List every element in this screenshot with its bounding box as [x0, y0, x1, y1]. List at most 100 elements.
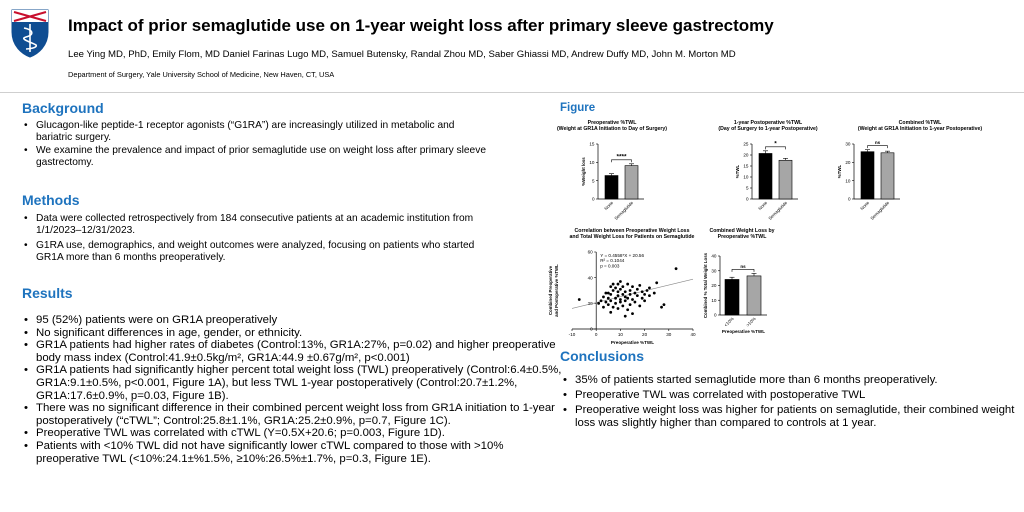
- list-item: 95 (52%) patients were on GR1A preoperat…: [22, 314, 562, 327]
- chart-title: 1-year Postoperative %TWL: [734, 120, 803, 126]
- data-point: [611, 282, 615, 286]
- regression-line: [571, 278, 694, 309]
- list-item: GR1A patients had higher rates of diabet…: [22, 339, 562, 364]
- data-point: [602, 305, 605, 309]
- x-tick-label: Semaglutide: [613, 200, 634, 221]
- data-point: [604, 300, 608, 304]
- y-axis-label: Combined % Total Weight Loss: [703, 252, 708, 318]
- y-axis-label: %TWL: [735, 164, 740, 178]
- bar: [778, 159, 793, 200]
- x-tick-label: 30: [666, 332, 672, 337]
- data-point: [609, 285, 613, 289]
- significance-bracket: [731, 269, 755, 272]
- header-divider: [0, 92, 1024, 93]
- data-point: [635, 294, 639, 298]
- x-tick-label: None: [859, 200, 870, 211]
- y-tick-label: 25: [743, 142, 749, 147]
- y-tick-label: 30: [845, 142, 851, 147]
- list-item: Preoperative TWL was correlated with cTW…: [22, 427, 562, 440]
- chart-subtitle: (Day of Surgery to 1-year Postoperative): [718, 126, 817, 132]
- data-point: [638, 283, 642, 287]
- regression-annotation: p = 0.003: [600, 263, 620, 268]
- data-point: [628, 303, 632, 307]
- data-point: [609, 299, 613, 303]
- y-tick-label: 15: [743, 164, 749, 169]
- figure-heading: Figure: [560, 102, 596, 114]
- y-tick-label: 20: [588, 301, 594, 306]
- data-point: [616, 282, 620, 286]
- list-item: GR1A patients had significantly higher p…: [22, 364, 562, 402]
- methods-list: Data were collected retrospectively from…: [22, 213, 492, 266]
- significance-bracket: [765, 146, 786, 150]
- methods-heading: Methods: [22, 192, 80, 208]
- y-tick-label: 0: [714, 313, 717, 318]
- y-tick-label: 0: [590, 327, 593, 332]
- y-tick-label: 60: [588, 250, 594, 255]
- y-tick-label: 15: [589, 142, 595, 147]
- data-point: [640, 296, 644, 300]
- x-axis-label: Preoperative %TWL: [611, 340, 654, 345]
- data-point: [662, 303, 666, 307]
- x-axis-label: Preoperative %TWL: [722, 329, 765, 334]
- bar: [604, 175, 619, 200]
- x-tick-label: 0: [595, 332, 598, 337]
- data-point: [648, 286, 651, 290]
- data-point: [643, 292, 646, 296]
- y-tick-label: 20: [845, 160, 851, 165]
- data-point: [609, 292, 613, 296]
- data-point: [619, 300, 622, 304]
- chart-subtitle: (Weight at GR1A Initiation to 1-year Pos…: [858, 126, 983, 132]
- data-point: [577, 298, 581, 301]
- list-item: Glucagon-like peptide-1 receptor agonist…: [22, 120, 492, 145]
- bar: [746, 275, 762, 316]
- y-tick-label: 40: [588, 275, 594, 280]
- significance-bracket: [867, 145, 888, 149]
- data-point: [633, 291, 637, 295]
- bar: [860, 151, 875, 200]
- regression-annotation: Y = 0.4558*X + 20.56: [600, 253, 644, 258]
- data-point: [648, 294, 651, 298]
- y-axis-label: Combined Preoperative: [548, 265, 553, 315]
- chart-title: Combined Weight Loss by: [709, 228, 774, 234]
- data-point: [621, 285, 625, 289]
- y-tick-label: 10: [845, 178, 851, 183]
- list-item: Data were collected retrospectively from…: [22, 213, 492, 238]
- data-point: [631, 312, 634, 315]
- data-point: [602, 295, 605, 299]
- x-tick-label: 20: [642, 332, 648, 337]
- list-item: There was no significant difference in t…: [22, 402, 562, 427]
- poster-title: Impact of prior semaglutide use on 1-yea…: [68, 16, 774, 35]
- significance-bracket: [611, 159, 632, 163]
- data-point: [619, 298, 622, 301]
- y-axis-label: %TWL: [837, 164, 842, 178]
- y-tick-label: 10: [743, 175, 749, 180]
- data-point: [623, 290, 627, 294]
- data-point: [614, 296, 617, 300]
- conclusions-list: 35% of patients started semaglutide more…: [561, 374, 1016, 432]
- data-point: [638, 304, 642, 308]
- data-point: [631, 298, 634, 301]
- y-tick-label: 10: [589, 160, 595, 165]
- list-item: 35% of patients started semaglutide more…: [561, 374, 1016, 387]
- data-point: [623, 314, 627, 318]
- list-item: Patients with <10% TWL did not have sign…: [22, 440, 562, 465]
- bar: [758, 153, 773, 200]
- data-point: [614, 286, 617, 290]
- chart-subtitle: Preoperative %TWL: [718, 234, 768, 240]
- data-point: [609, 310, 613, 314]
- data-point: [621, 304, 625, 308]
- y-tick-label: 5: [746, 186, 749, 191]
- background-heading: Background: [22, 100, 104, 116]
- data-point: [628, 292, 632, 296]
- data-point: [604, 291, 608, 295]
- chart-title: Combined %TWL: [899, 120, 942, 126]
- x-tick-label: >10%: [745, 316, 757, 328]
- data-point: [599, 299, 603, 303]
- data-point: [635, 287, 639, 291]
- data-point: [660, 305, 663, 309]
- x-tick-label: None: [757, 200, 768, 211]
- data-point: [616, 294, 620, 298]
- y-tick-label: 30: [711, 268, 717, 273]
- data-point: [631, 285, 634, 289]
- data-point: [633, 300, 637, 304]
